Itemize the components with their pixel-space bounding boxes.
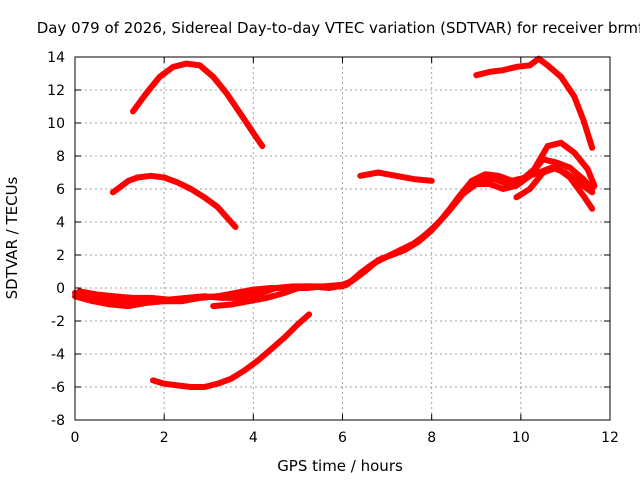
series-line-arc-6 — [76, 139, 598, 303]
y-tick-label: -2 — [51, 314, 65, 330]
y-tick-label: 12 — [47, 83, 65, 99]
y-tick-label: 14 — [47, 50, 65, 66]
x-tick-label: 6 — [338, 430, 347, 446]
y-tick-label: -6 — [51, 380, 65, 396]
x-tick-label: 12 — [601, 430, 619, 446]
y-axis-label: SDTVAR / TECUs — [3, 176, 21, 299]
y-tick-label: -8 — [51, 413, 65, 429]
y-tick-label: 8 — [56, 149, 65, 165]
axis-ticks: 0 2 4 6 8 10 12 -8 -6 -4 -2 0 2 4 6 8 10 12 14 — [47, 50, 619, 446]
series-line-arc-2 — [109, 172, 239, 230]
series-line-arc-1 — [130, 60, 266, 150]
y-tick-label: 4 — [56, 215, 65, 231]
series-layer — [72, 55, 598, 390]
x-tick-label: 4 — [249, 430, 258, 446]
series-line-arc-3 — [150, 311, 313, 390]
x-tick-label: 8 — [427, 430, 436, 446]
series-line-arc-7 — [210, 285, 301, 310]
y-tick-label: 2 — [56, 248, 65, 264]
x-axis-label: GPS time / hours — [277, 457, 403, 475]
series-line-arc-9 — [357, 169, 435, 184]
x-tick-label: 2 — [160, 430, 169, 446]
chart-title: Day 079 of 2026, Sidereal Day-to-day VTE… — [37, 19, 640, 37]
x-tick-label: 10 — [512, 430, 530, 446]
series-line-arc-8 — [513, 164, 596, 212]
y-tick-label: 6 — [56, 182, 65, 198]
x-tick-label: 0 — [71, 430, 80, 446]
y-tick-label: 0 — [56, 281, 65, 297]
y-tick-label: 10 — [47, 116, 65, 132]
series-line-arc-10 — [473, 55, 596, 151]
y-tick-label: -4 — [51, 347, 65, 363]
grid-lines — [75, 57, 610, 420]
